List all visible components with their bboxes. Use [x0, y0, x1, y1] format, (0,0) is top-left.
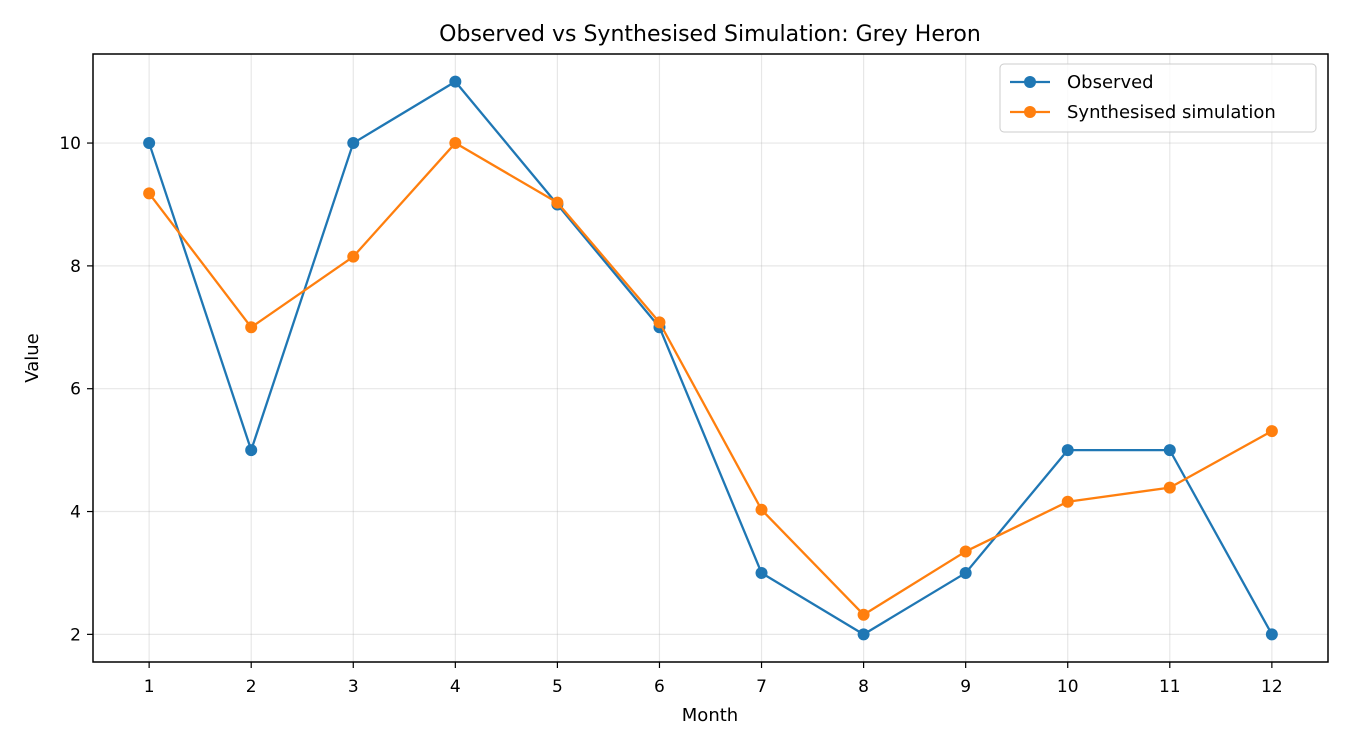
series-layer: [143, 75, 1278, 641]
data-point: [1061, 495, 1074, 508]
x-tick-label: 2: [246, 677, 257, 697]
x-tick-label: 5: [552, 677, 563, 697]
legend-label: Synthesised simulation: [1067, 102, 1276, 123]
series-line: [148, 141, 1273, 616]
plot-frame: [92, 53, 1329, 663]
y-tick-label: 10: [59, 134, 81, 154]
legend-label: Observed: [1067, 72, 1154, 93]
data-point: [959, 566, 972, 579]
data-point: [449, 75, 462, 88]
x-tick-label: 3: [348, 677, 359, 697]
series-1: [143, 137, 1278, 621]
legend-box: [999, 63, 1317, 133]
data-point: [1265, 425, 1278, 438]
data-point: [245, 444, 258, 457]
legend-marker: [1024, 106, 1036, 118]
data-point: [1163, 444, 1176, 457]
x-tick-label: 1: [144, 677, 155, 697]
y-tick-label: 4: [70, 503, 81, 523]
data-point: [755, 503, 768, 516]
data-point: [143, 187, 156, 200]
legend-marker: [1024, 76, 1036, 88]
y-tick-label: 6: [70, 380, 81, 400]
legend: Observed Synthesised simulation: [999, 63, 1317, 133]
data-point: [1265, 628, 1278, 641]
x-tick-label: 7: [756, 677, 767, 697]
legend-item: Observed: [1010, 72, 1154, 93]
x-tick-label: 12: [1261, 677, 1283, 697]
x-tick-label: 4: [450, 677, 461, 697]
data-point: [347, 250, 360, 263]
x-tick-label: 9: [960, 677, 971, 697]
x-tick-label: 8: [858, 677, 869, 697]
data-point: [245, 321, 258, 334]
y-tick-label: 2: [70, 625, 81, 645]
grid: [93, 54, 1328, 662]
series-line: [148, 80, 1273, 636]
data-point: [959, 545, 972, 558]
data-point: [857, 608, 870, 621]
data-point: [449, 137, 462, 150]
data-point: [1061, 444, 1074, 457]
y-axis-label: Value: [22, 333, 43, 382]
data-point: [347, 137, 360, 150]
x-axis-label: Month: [682, 705, 738, 726]
data-point: [857, 628, 870, 641]
data-point: [755, 566, 768, 579]
data-point: [143, 137, 156, 150]
x-tick-label: 10: [1057, 677, 1079, 697]
x-tick-label: 11: [1159, 677, 1181, 697]
legend-item: Synthesised simulation: [1010, 102, 1276, 123]
data-point: [653, 316, 666, 329]
chart-title: Observed vs Synthesised Simulation: Grey…: [439, 22, 981, 47]
data-point: [551, 196, 564, 209]
y-tick-label: 8: [70, 257, 81, 277]
x-tick-label: 6: [654, 677, 665, 697]
data-point: [1163, 481, 1176, 494]
